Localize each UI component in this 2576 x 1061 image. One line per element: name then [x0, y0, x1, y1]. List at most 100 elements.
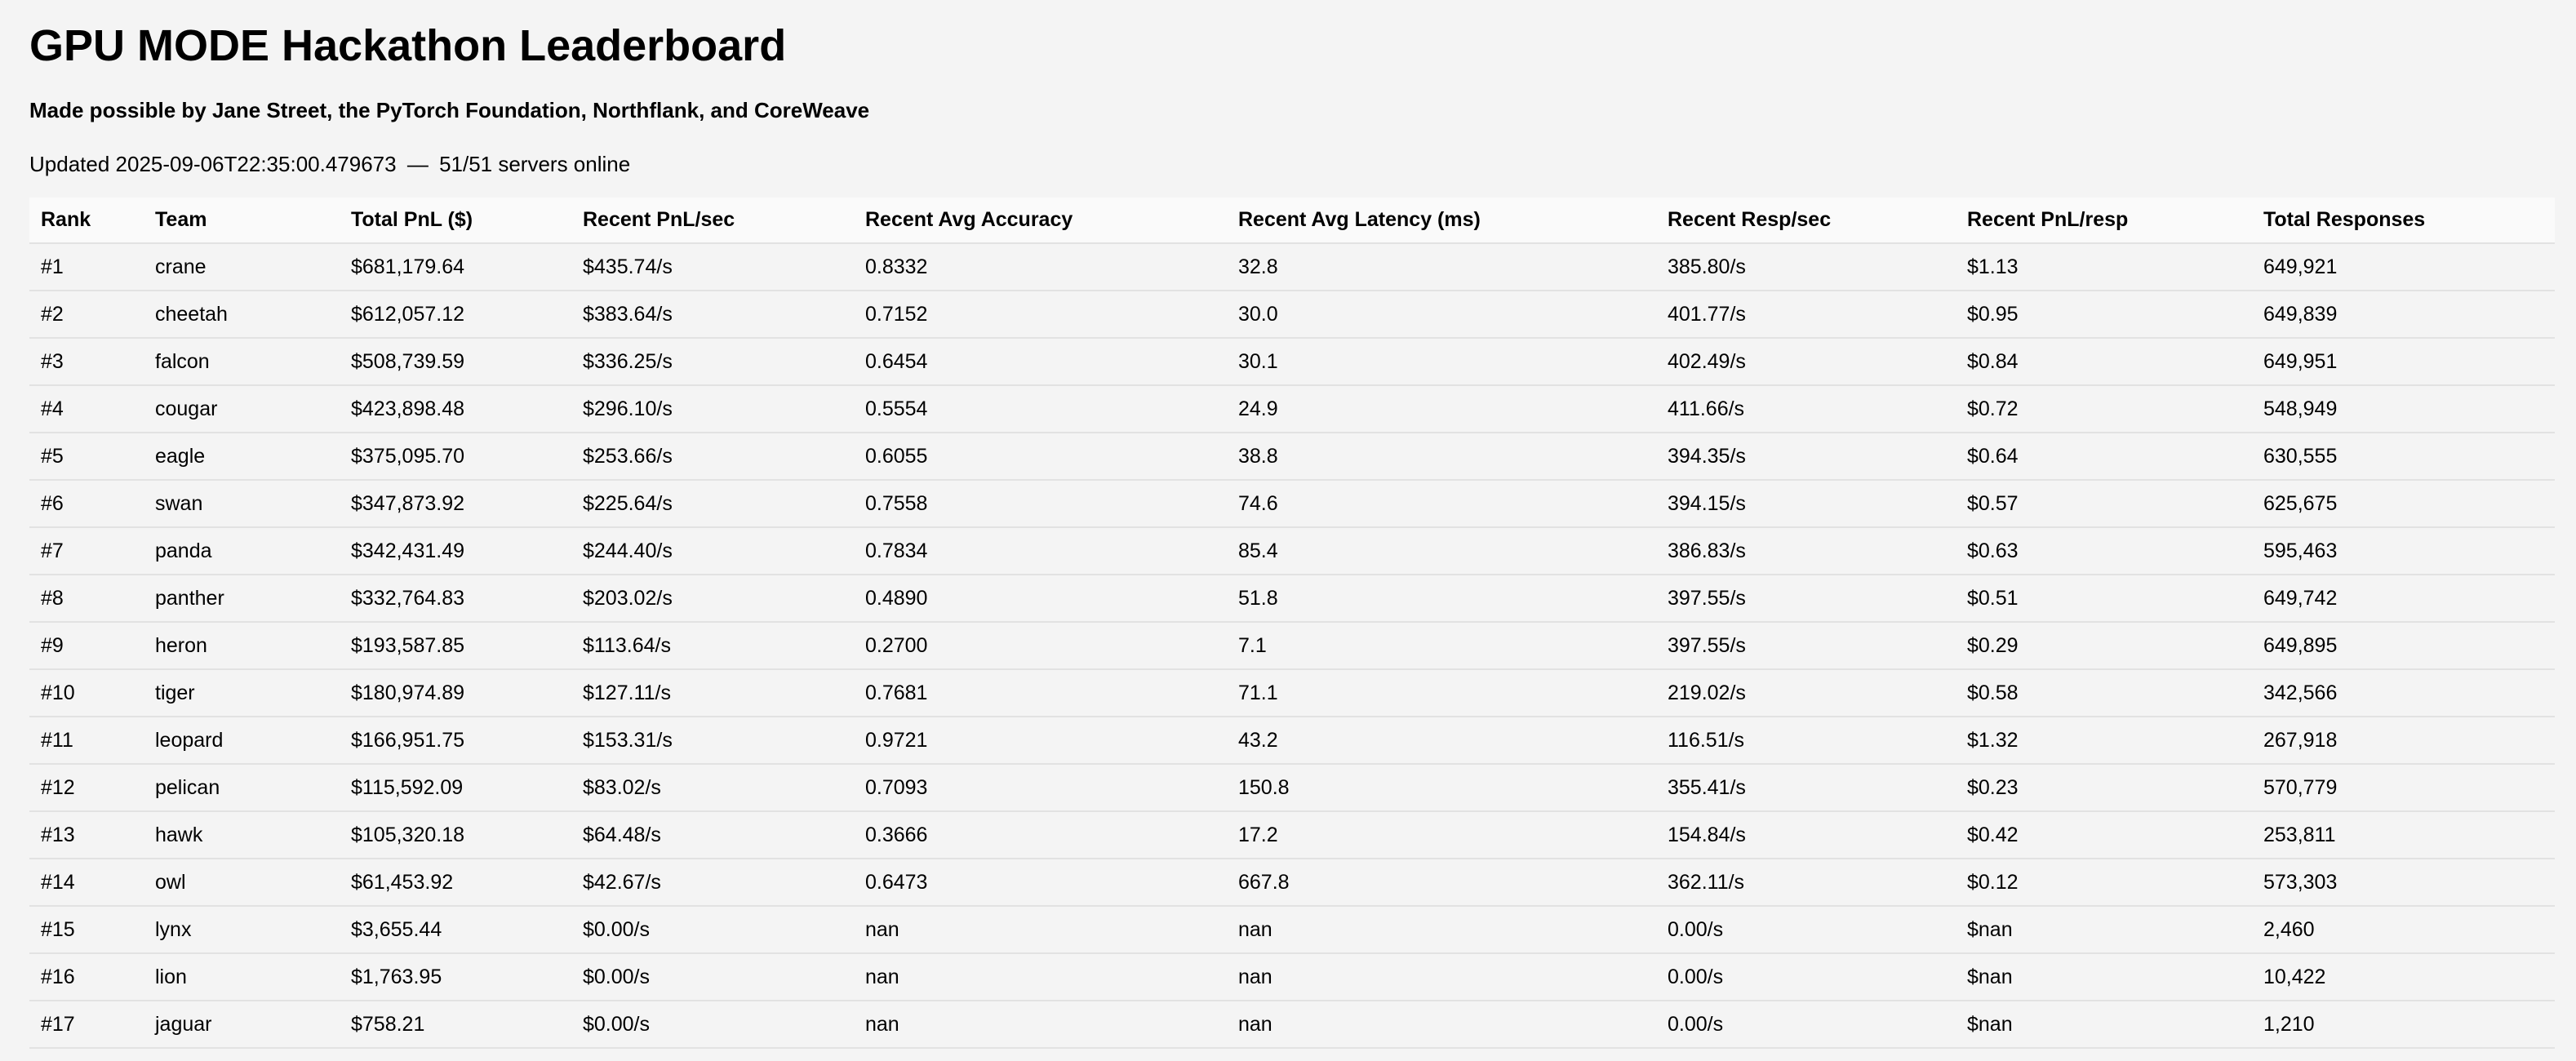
column-header-recent-avg-accuracy: Recent Avg Accuracy [854, 198, 1227, 244]
recent-resp-sec-cell: 116.51/s [1656, 717, 1956, 765]
recent-avg-latency-cell: 51.8 [1227, 575, 1656, 623]
rank-cell: #11 [29, 717, 144, 765]
total-pnl-cell: $193,587.85 [340, 622, 571, 670]
status-separator: — [406, 152, 429, 176]
total-pnl-cell: $508,739.59 [340, 338, 571, 386]
recent-pnl-resp-cell: $0.23 [1956, 764, 2252, 812]
team-cell: jaguar [144, 1001, 340, 1049]
rank-cell: #3 [29, 338, 144, 386]
recent-pnl-resp-cell: $0.42 [1956, 811, 2252, 859]
total-responses-cell: 548,949 [2252, 385, 2555, 433]
recent-pnl-resp-cell: $1.32 [1956, 717, 2252, 765]
recent-avg-latency-cell: 30.0 [1227, 291, 1656, 339]
total-pnl-cell: $342,431.49 [340, 527, 571, 575]
total-responses-cell: 649,742 [2252, 575, 2555, 623]
recent-pnl-resp-cell: $0.12 [1956, 859, 2252, 907]
rank-cell: #17 [29, 1001, 144, 1049]
table-row: #14 owl $61,453.92 $42.67/s 0.6473 667.8 362.1… [29, 859, 2555, 907]
rank-cell: #9 [29, 622, 144, 670]
recent-pnl-sec-cell: $336.25/s [571, 338, 854, 386]
recent-pnl-resp-cell: $0.63 [1956, 527, 2252, 575]
total-pnl-cell: $758.21 [340, 1001, 571, 1049]
team-cell: leopard [144, 717, 340, 765]
recent-resp-sec-cell: 0.00/s [1656, 953, 1956, 1001]
total-responses-cell: 342,566 [2252, 669, 2555, 717]
recent-pnl-sec-cell: $153.31/s [571, 717, 854, 765]
total-responses-cell: 1,210 [2252, 1001, 2555, 1049]
total-responses-cell: 649,921 [2252, 243, 2555, 291]
recent-pnl-resp-cell: $0.51 [1956, 575, 2252, 623]
table-row: #13 hawk $105,320.18 $64.48/s 0.3666 17.2 154.… [29, 811, 2555, 859]
recent-avg-accuracy-cell: 0.7152 [854, 291, 1227, 339]
team-cell: hawk [144, 811, 340, 859]
total-pnl-cell: $105,320.18 [340, 811, 571, 859]
recent-pnl-sec-cell: $253.66/s [571, 433, 854, 481]
recent-pnl-sec-cell: $0.00/s [571, 1001, 854, 1049]
header-row: Rank Team Total PnL ($) Recent PnL/sec R… [29, 198, 2555, 244]
total-responses-cell: 253,811 [2252, 811, 2555, 859]
team-cell: panther [144, 575, 340, 623]
recent-pnl-resp-cell: $nan [1956, 953, 2252, 1001]
table-row: #10 tiger $180,974.89 $127.11/s 0.7681 71.1 21… [29, 669, 2555, 717]
total-pnl-cell: $180,974.89 [340, 669, 571, 717]
total-responses-cell: 649,895 [2252, 622, 2555, 670]
column-header-recent-avg-latency: Recent Avg Latency (ms) [1227, 198, 1656, 244]
recent-pnl-resp-cell: $nan [1956, 1001, 2252, 1049]
recent-avg-accuracy-cell: 0.2700 [854, 622, 1227, 670]
recent-avg-accuracy-cell: nan [854, 1001, 1227, 1049]
recent-avg-latency-cell: 30.1 [1227, 338, 1656, 386]
rank-cell: #7 [29, 527, 144, 575]
recent-avg-accuracy-cell: 0.6055 [854, 433, 1227, 481]
total-responses-cell: 573,303 [2252, 859, 2555, 907]
recent-avg-latency-cell: 24.9 [1227, 385, 1656, 433]
recent-resp-sec-cell: 0.00/s [1656, 906, 1956, 954]
recent-pnl-sec-cell: $113.64/s [571, 622, 854, 670]
recent-avg-accuracy-cell: nan [854, 906, 1227, 954]
recent-pnl-sec-cell: $0.00/s [571, 906, 854, 954]
team-cell: pelican [144, 764, 340, 812]
column-header-team: Team [144, 198, 340, 244]
total-responses-cell: 649,839 [2252, 291, 2555, 339]
total-responses-cell: 595,463 [2252, 527, 2555, 575]
page-title: GPU MODE Hackathon Leaderboard [29, 21, 787, 70]
team-cell: tiger [144, 669, 340, 717]
rank-cell: #12 [29, 764, 144, 812]
recent-pnl-resp-cell: $0.29 [1956, 622, 2252, 670]
rank-cell: #13 [29, 811, 144, 859]
rank-cell: #6 [29, 480, 144, 528]
rank-cell: #15 [29, 906, 144, 954]
update-status: Updated 2025-09-06T22:35:00.479673 — 51/… [29, 150, 630, 178]
rank-cell: #14 [29, 859, 144, 907]
recent-pnl-sec-cell: $225.64/s [571, 480, 854, 528]
recent-pnl-resp-cell: $0.64 [1956, 433, 2252, 481]
team-cell: panda [144, 527, 340, 575]
rank-cell: #2 [29, 291, 144, 339]
recent-avg-latency-cell: 32.8 [1227, 243, 1656, 291]
recent-avg-accuracy-cell: nan [854, 953, 1227, 1001]
recent-avg-accuracy-cell: 0.6473 [854, 859, 1227, 907]
total-pnl-cell: $332,764.83 [340, 575, 571, 623]
servers-online-status: 51/51 servers online [439, 152, 631, 176]
table-row: #9 heron $193,587.85 $113.64/s 0.2700 7.1 397.… [29, 622, 2555, 670]
recent-resp-sec-cell: 362.11/s [1656, 859, 1956, 907]
recent-resp-sec-cell: 385.80/s [1656, 243, 1956, 291]
total-pnl-cell: $166,951.75 [340, 717, 571, 765]
recent-pnl-resp-cell: $0.84 [1956, 338, 2252, 386]
rank-cell: #1 [29, 243, 144, 291]
team-cell: cheetah [144, 291, 340, 339]
table-row: #3 falcon $508,739.59 $336.25/s 0.6454 30.1 40… [29, 338, 2555, 386]
table-row: #16 lion $1,763.95 $0.00/s nan nan 0.00/s $nan 1… [29, 953, 2555, 1001]
recent-avg-latency-cell: 667.8 [1227, 859, 1656, 907]
recent-pnl-resp-cell: $0.57 [1956, 480, 2252, 528]
team-cell: owl [144, 859, 340, 907]
recent-pnl-sec-cell: $244.40/s [571, 527, 854, 575]
total-pnl-cell: $681,179.64 [340, 243, 571, 291]
recent-pnl-resp-cell: $0.58 [1956, 669, 2252, 717]
team-cell: swan [144, 480, 340, 528]
recent-pnl-resp-cell: $1.13 [1956, 243, 2252, 291]
recent-pnl-sec-cell: $64.48/s [571, 811, 854, 859]
recent-resp-sec-cell: 355.41/s [1656, 764, 1956, 812]
total-responses-cell: 10,422 [2252, 953, 2555, 1001]
recent-avg-accuracy-cell: 0.7558 [854, 480, 1227, 528]
table-row: #15 lynx $3,655.44 $0.00/s nan nan 0.00/s $nan 2… [29, 906, 2555, 954]
